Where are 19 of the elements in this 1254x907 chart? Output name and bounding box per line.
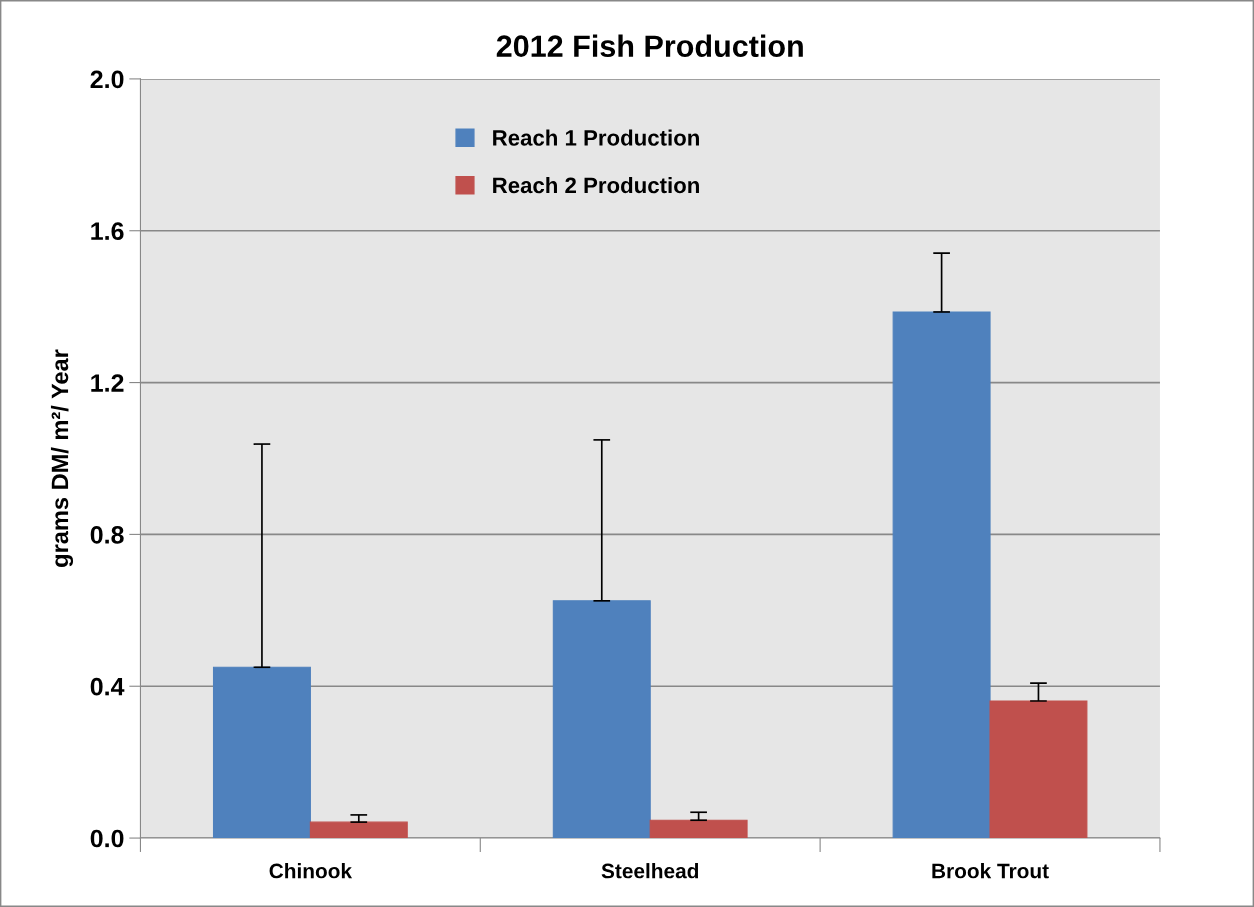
y-tick-label: 0.8 bbox=[90, 526, 124, 544]
legend-label: Reach 2 Production bbox=[493, 176, 699, 194]
x-tick-label: Brook Trout bbox=[932, 863, 1049, 879]
y-axis-title: grams DM/ m²/ Year bbox=[50, 349, 74, 567]
y-tick-label: 1.2 bbox=[91, 374, 124, 392]
y-tick-label: 0.4 bbox=[90, 677, 125, 696]
bar bbox=[989, 700, 1088, 839]
bar bbox=[649, 819, 748, 839]
bar bbox=[552, 600, 651, 839]
y-tick-label: 1.6 bbox=[91, 222, 124, 241]
y-tick-label: 2.0 bbox=[90, 70, 124, 89]
y-tick-label: 0.0 bbox=[90, 829, 124, 848]
x-tick-label: Chinook bbox=[269, 863, 353, 879]
legend-label: Reach 1 Production bbox=[493, 129, 699, 146]
x-tick-label: Steelhead bbox=[601, 863, 699, 879]
chart-title: 2012 Fish Production bbox=[496, 34, 803, 57]
bar bbox=[212, 666, 311, 839]
bar bbox=[892, 311, 991, 839]
bar bbox=[309, 821, 408, 839]
